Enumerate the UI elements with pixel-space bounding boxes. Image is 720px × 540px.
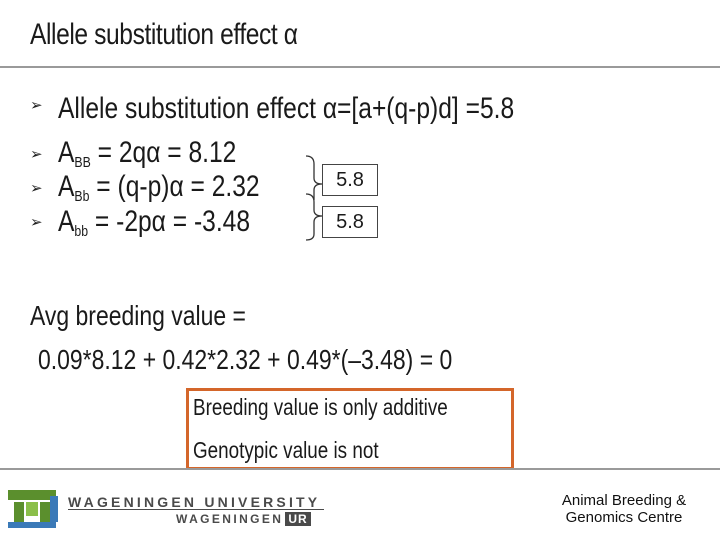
university-underline <box>68 509 324 510</box>
bullet-substitution-effect: Allele substitution effect α=[a+(q-p)d] … <box>58 92 515 125</box>
bullet-abb-hom: Abb = -2pα = -3.48 <box>58 205 251 240</box>
arrow-bullet-icon: ➢ <box>30 146 43 163</box>
note-genotypic: Genotypic value is not <box>193 437 379 463</box>
footer-divider <box>0 468 720 470</box>
university-name: WAGENINGEN UNIVERSITY <box>68 494 321 510</box>
wageningen-logo-icon <box>8 490 58 528</box>
avg-breeding-label: Avg breeding value = <box>30 300 246 331</box>
wageningen-ur: WAGENINGEN UR <box>176 512 311 526</box>
note-additive: Breeding value is only additive <box>193 394 448 420</box>
slide-title: Allele substitution effect α <box>30 18 298 51</box>
avg-breeding-formula: 0.09*8.12 + 0.42*2.32 + 0.49*(–3.48) = 0 <box>38 344 453 375</box>
title-divider <box>0 66 720 68</box>
brace-icon <box>305 155 323 241</box>
bullet-abb-het: ABb = (q-p)α = 2.32 <box>58 170 260 205</box>
arrow-bullet-icon: ➢ <box>30 97 43 114</box>
centre-name-line-2: Genomics Centre <box>565 509 683 526</box>
bullet-abb: ABB = 2qα = 8.12 <box>58 136 237 171</box>
arrow-bullet-icon: ➢ <box>30 214 43 231</box>
arrow-bullet-icon: ➢ <box>30 180 43 197</box>
difference-box-2: 5.8 <box>322 206 378 238</box>
difference-box-1: 5.8 <box>322 164 378 196</box>
centre-name-line-1: Animal Breeding & <box>561 492 687 509</box>
centre-name: Animal Breeding & Genomics Centre <box>544 492 704 526</box>
